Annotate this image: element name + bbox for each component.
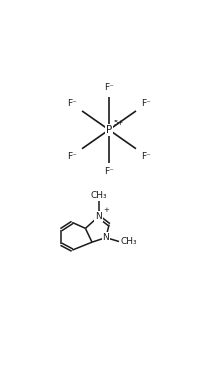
Text: 5+: 5+ bbox=[114, 120, 124, 126]
Text: CH₃: CH₃ bbox=[90, 191, 107, 200]
Text: F⁻: F⁻ bbox=[68, 152, 77, 161]
Text: N: N bbox=[95, 212, 102, 221]
Text: F⁻: F⁻ bbox=[141, 152, 150, 161]
Text: +: + bbox=[103, 207, 109, 213]
Text: CH₃: CH₃ bbox=[121, 237, 137, 246]
Text: F⁻: F⁻ bbox=[141, 99, 150, 108]
Text: P: P bbox=[106, 125, 112, 135]
Text: F⁻: F⁻ bbox=[104, 83, 114, 92]
Text: F⁻: F⁻ bbox=[104, 167, 114, 176]
Text: N: N bbox=[102, 233, 109, 242]
Text: F⁻: F⁻ bbox=[68, 99, 77, 108]
